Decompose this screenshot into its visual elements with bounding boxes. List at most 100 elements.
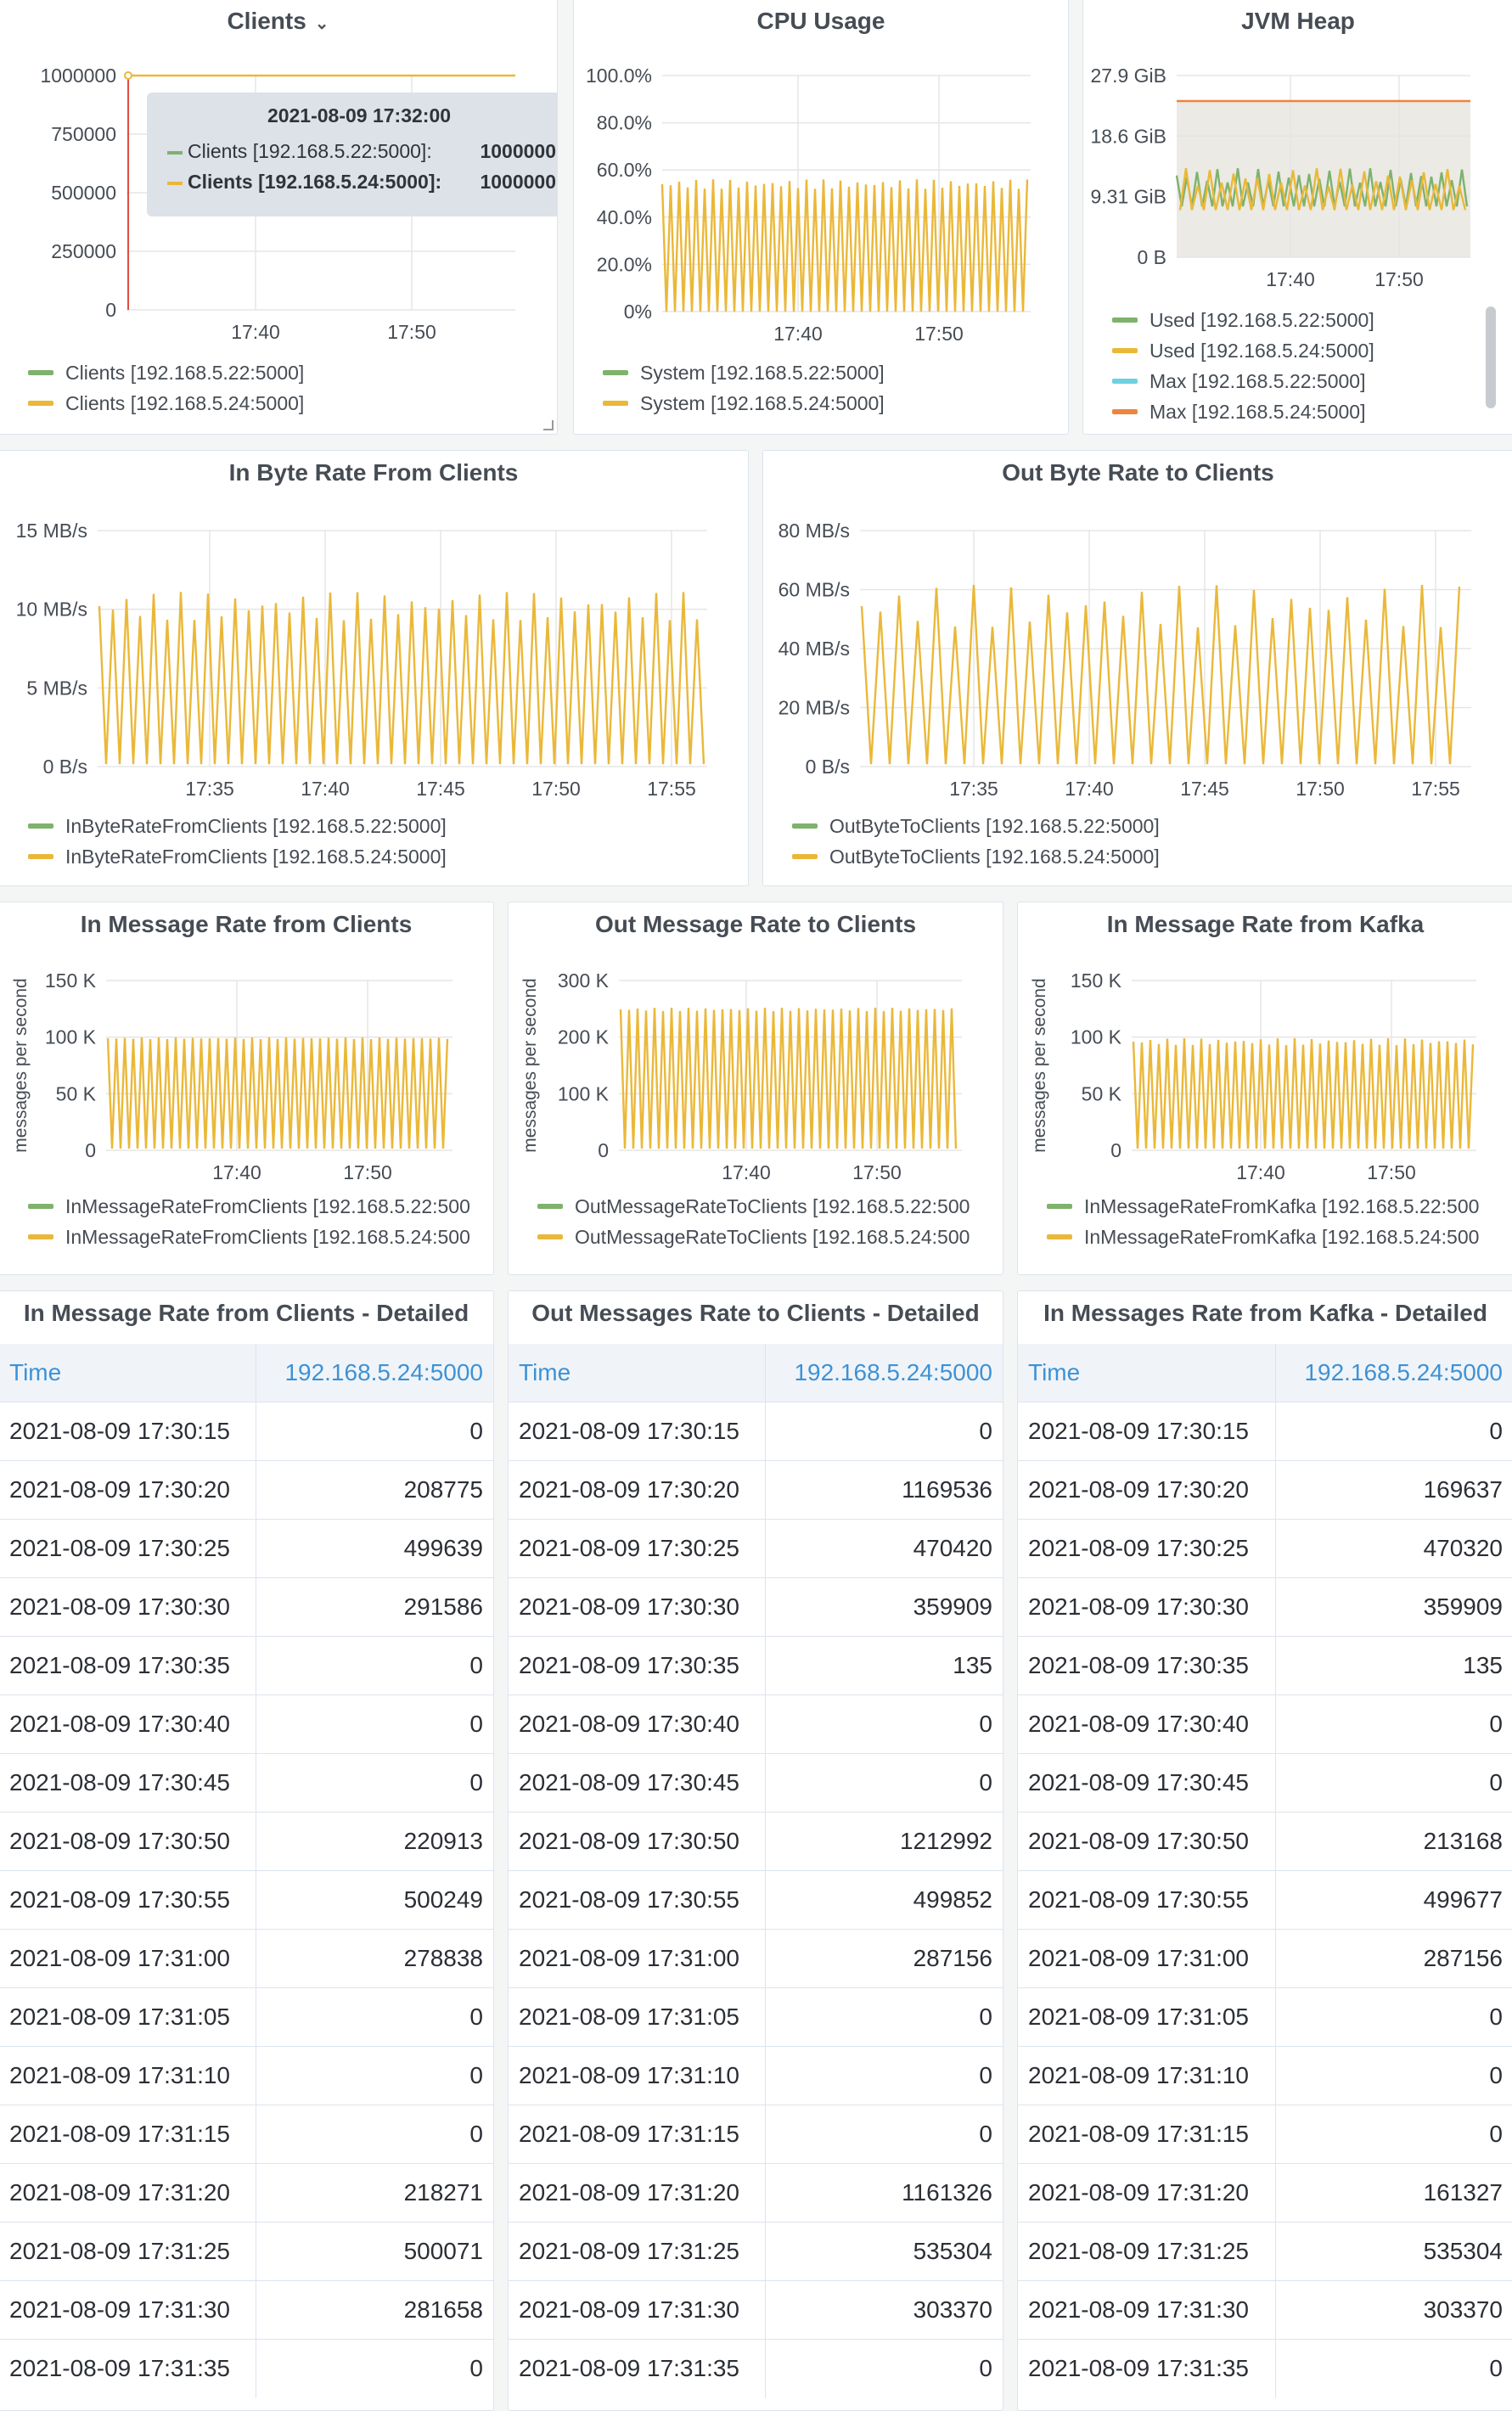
out-msg-panel-title[interactable]: Out Message Rate to Clients (594, 911, 917, 937)
cell-time: 2021-08-09 17:31:10 (0, 2046, 256, 2105)
clients-panel[interactable]: Clients ⌄ 1000000 750000 500000 250000 0 17:40… (0, 0, 558, 435)
cell-time: 2021-08-09 17:30:35 (1018, 1636, 1276, 1695)
cell-value: 499639 (256, 1519, 493, 1578)
in-bytes-panel-title[interactable]: In Byte Rate From Clients (228, 459, 519, 486)
y-tick-label: 0 B (1137, 246, 1166, 268)
x-tick-label: 17:40 (301, 778, 350, 800)
table-row: 2021-08-09 17:31:25 535304 (509, 2222, 1003, 2281)
x-tick-label: 17:50 (343, 1161, 392, 1183)
column-header-value[interactable]: 192.168.5.24:5000 (1274, 1344, 1512, 1402)
cell-value: 535304 (765, 2222, 1003, 2281)
table-row: 2021-08-09 17:31:30 303370 (509, 2280, 1003, 2340)
jvm-panel-title[interactable]: JVM Heap (1241, 8, 1355, 34)
legend-scrollbar[interactable] (1486, 306, 1496, 408)
legend-item[interactable]: InMessageRateFromClients [192.168.5.22:5… (28, 1191, 470, 1222)
column-header-time[interactable]: Time (1018, 1344, 1276, 1402)
legend-swatch-yellow (537, 1234, 563, 1239)
in-msg-panel-title[interactable]: In Message Rate from Clients (80, 911, 413, 937)
table-panel-title[interactable]: In Messages Rate from Kafka - Detailed (1043, 1300, 1487, 1326)
table-row: 2021-08-09 17:31:25 500071 (0, 2222, 493, 2281)
table-panel-title[interactable]: In Message Rate from Clients - Detailed (23, 1300, 469, 1326)
legend-item[interactable]: Clients [192.168.5.24:5000] (28, 388, 304, 419)
legend-item[interactable]: OutByteToClients [192.168.5.22:5000] (792, 811, 1160, 841)
column-header-value[interactable]: 192.168.5.24:5000 (765, 1344, 1003, 1402)
jvm-panel[interactable]: JVM Heap 27.9 GiB 18.6 GiB 9.31 GiB 0 B 17:4… (1082, 0, 1512, 435)
column-header-value[interactable]: 192.168.5.24:5000 (256, 1344, 493, 1402)
legend-label: Clients [192.168.5.22:5000] (65, 362, 305, 384)
in-bytes-chart[interactable]: 15 MB/s 10 MB/s 5 MB/s 0 B/s 17:35 17:40 17:45… (0, 451, 749, 886)
legend-label: InMessageRateFromKafka [192.168.5.22:500 (1084, 1195, 1480, 1217)
x-tick-label: 17:40 (1236, 1161, 1285, 1183)
table-panel-in-clients[interactable]: In Message Rate from Clients - Detailed … (0, 1290, 494, 2411)
kafka-msg-panel-title[interactable]: In Message Rate from Kafka (1106, 911, 1425, 937)
clients-panel-title[interactable]: Clients ⌄ (0, 8, 557, 35)
out-msg-panel[interactable]: Out Message Rate to Clients 300 K 200 K 10… (508, 902, 1003, 1275)
legend-item[interactable]: OutMessageRateToClients [192.168.5.24:50… (537, 1222, 970, 1252)
cell-value: 0 (1274, 1753, 1512, 1812)
legend-item[interactable]: System [192.168.5.24:5000] (603, 388, 885, 419)
cell-time: 2021-08-09 17:30:25 (1018, 1519, 1276, 1578)
cell-time: 2021-08-09 17:30:40 (509, 1694, 766, 1754)
legend-item[interactable]: Clients [192.168.5.22:5000] (28, 357, 304, 388)
legend-item[interactable]: Max [192.168.5.24:5000] (1112, 396, 1374, 427)
legend-item[interactable]: InMessageRateFromClients [192.168.5.24:5… (28, 1222, 470, 1252)
resize-handle-icon[interactable] (543, 420, 554, 430)
column-header-time[interactable]: Time (0, 1344, 256, 1402)
series-line (1132, 1037, 1475, 1149)
in-bytes-panel[interactable]: In Byte Rate From Clients 15 MB/s 10 MB/s… (0, 450, 749, 886)
table-row: 2021-08-09 17:31:00 278838 (0, 1929, 493, 1988)
y-tick-label: 10 MB/s (16, 599, 87, 621)
cpu-chart[interactable]: 100.0% 80.0% 60.0% 40.0% 20.0% 0% 17:40 17:50 (574, 0, 1069, 435)
out-bytes-panel-title[interactable]: Out Byte Rate to Clients (1002, 459, 1274, 486)
cell-value: 287156 (1274, 1929, 1512, 1988)
jvm-chart[interactable]: 27.9 GiB 18.6 GiB 9.31 GiB 0 B 17:40 17:50 (1083, 0, 1512, 435)
legend-item[interactable]: InMessageRateFromKafka [192.168.5.24:500 (1047, 1222, 1479, 1252)
table-panel-out-clients[interactable]: Out Messages Rate to Clients - Detailed … (508, 1290, 1003, 2411)
legend-item[interactable]: Used [192.168.5.24:5000] (1112, 335, 1374, 366)
column-header-time[interactable]: Time (509, 1344, 766, 1402)
legend-label: Used [192.168.5.22:5000] (1149, 309, 1374, 331)
legend-item[interactable]: OutByteToClients [192.168.5.24:5000] (792, 841, 1160, 872)
table-row: 2021-08-09 17:31:15 0 (0, 2105, 493, 2164)
axis-group: 150 K 100 K 50 K 0 17:40 17:50 messages per se… (1030, 969, 1476, 1183)
table-row: 2021-08-09 17:31:25 535304 (1018, 2222, 1512, 2281)
table-panel-in-kafka[interactable]: In Messages Rate from Kafka - Detailed T… (1017, 1290, 1512, 2411)
table-row: 2021-08-09 17:31:20 218271 (0, 2163, 493, 2223)
cpu-panel-title[interactable]: CPU Usage (756, 8, 885, 34)
cpu-panel[interactable]: CPU Usage 100.0% 80.0% 60.0% 40.0% 20.0% 0% 17… (573, 0, 1069, 435)
y-tick-label: 0 B/s (806, 756, 850, 778)
legend-item[interactable]: OutMessageRateToClients [192.168.5.22:50… (537, 1191, 970, 1222)
cell-value: 278838 (256, 1929, 493, 1988)
out-msg-chart[interactable]: 300 K 200 K 100 K 0 17:40 17:50 messages per s… (509, 902, 1003, 1275)
cell-time: 2021-08-09 17:30:15 (509, 1402, 766, 1461)
kafka-msg-panel[interactable]: In Message Rate from Kafka 150 K 100 K 50 … (1017, 902, 1512, 1275)
in-msg-panel[interactable]: In Message Rate from Clients 150 K 100 K 5… (0, 902, 494, 1275)
chevron-down-icon[interactable]: ⌄ (314, 14, 329, 33)
legend-item[interactable]: Max [192.168.5.22:5000] (1112, 366, 1374, 396)
cell-value: 0 (256, 2046, 493, 2105)
out-bytes-panel[interactable]: Out Byte Rate to Clients 80 MB/s 60 MB/s 4… (762, 450, 1512, 886)
legend-item[interactable]: Used [192.168.5.22:5000] (1112, 305, 1374, 335)
legend-item[interactable]: InByteRateFromClients [192.168.5.22:5000… (28, 811, 447, 841)
cell-time: 2021-08-09 17:30:35 (509, 1636, 766, 1695)
table-panel-title[interactable]: Out Messages Rate to Clients - Detailed (531, 1300, 980, 1326)
cell-time: 2021-08-09 17:31:35 (0, 2339, 256, 2398)
table-row: 2021-08-09 17:31:35 0 (1018, 2339, 1512, 2398)
legend-swatch-cyan (1112, 378, 1138, 384)
legend-item[interactable]: InMessageRateFromKafka [192.168.5.22:500 (1047, 1191, 1479, 1222)
table-row: 2021-08-09 17:31:35 0 (0, 2339, 493, 2398)
cell-time: 2021-08-09 17:30:25 (0, 1519, 256, 1578)
legend-item[interactable]: System [192.168.5.22:5000] (603, 357, 885, 388)
legend-item[interactable]: InByteRateFromClients [192.168.5.24:5000… (28, 841, 447, 872)
legend-label: Used [192.168.5.24:5000] (1149, 340, 1374, 362)
kafka-msg-chart[interactable]: 150 K 100 K 50 K 0 17:40 17:50 messages per se… (1018, 902, 1512, 1275)
legend-label: Clients [192.168.5.24:5000] (65, 392, 305, 414)
out-bytes-chart[interactable]: 80 MB/s 60 MB/s 40 MB/s 20 MB/s 0 B/s 17:35 17… (763, 451, 1512, 886)
cell-value: 1212992 (765, 1812, 1003, 1871)
panel-title-text[interactable]: Clients (227, 8, 306, 34)
cell-value: 535304 (1274, 2222, 1512, 2281)
y-tick-label: 60.0% (597, 159, 652, 181)
y-axis-label: messages per second (520, 978, 540, 1152)
in-msg-chart[interactable]: 150 K 100 K 50 K 0 17:40 17:50 messages per se… (0, 902, 494, 1275)
cell-time: 2021-08-09 17:31:00 (1018, 1929, 1276, 1988)
